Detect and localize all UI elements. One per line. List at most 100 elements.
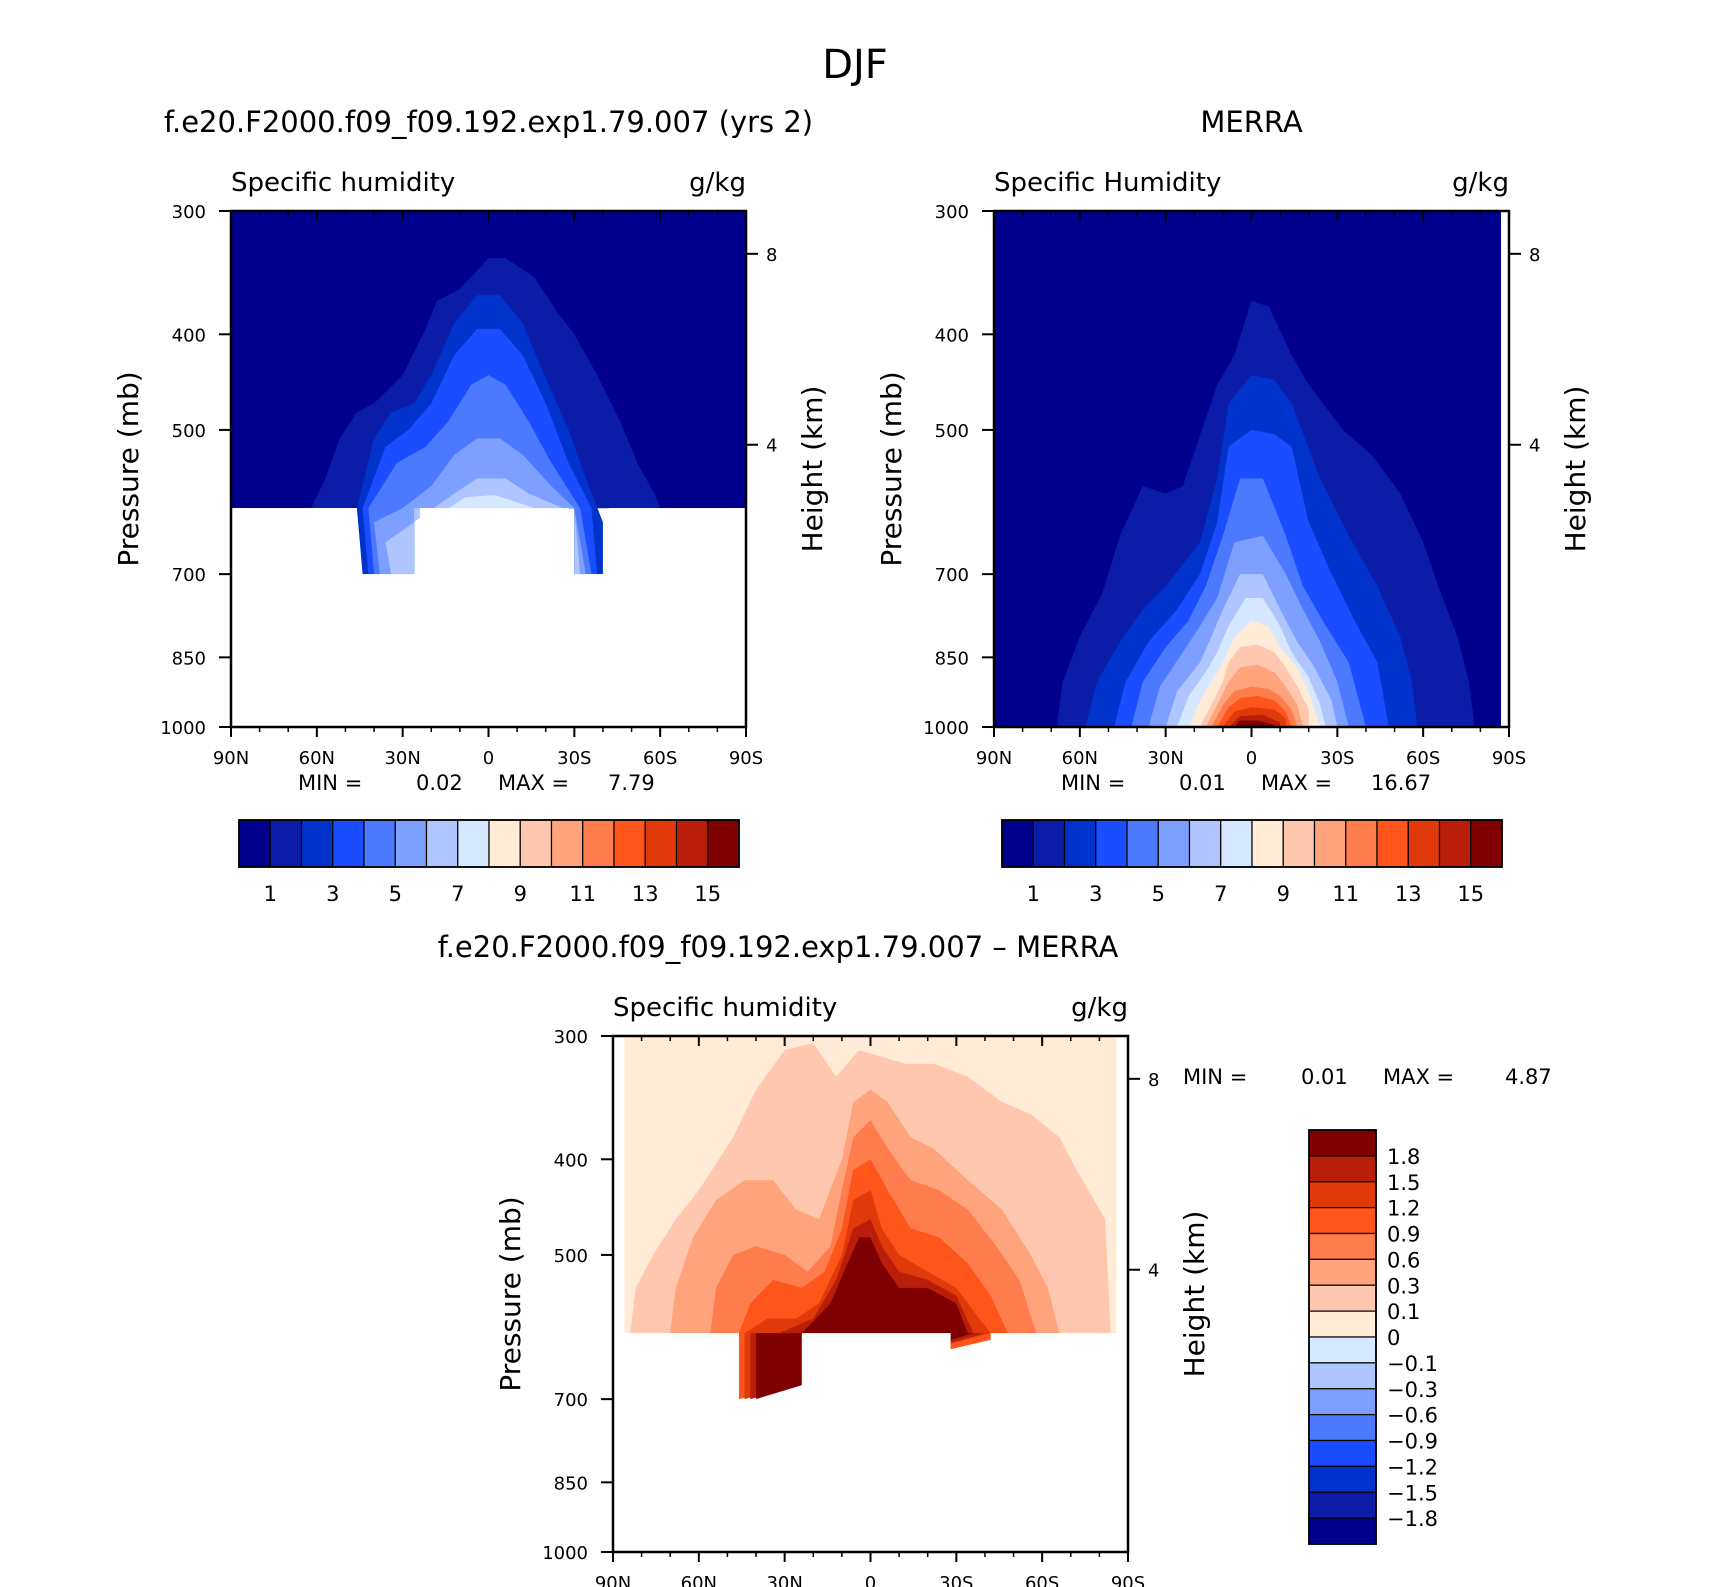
colorbar-label: 15 — [694, 882, 721, 906]
missing-data-mask — [356, 574, 609, 727]
min-value: 0.01 — [1179, 771, 1226, 795]
colorbar-label: 1.2 — [1387, 1197, 1420, 1221]
y-axis-label: Pressure (mb) — [875, 371, 908, 566]
max-label: MAX = — [1383, 1065, 1454, 1089]
colorbar-label: 0.3 — [1387, 1274, 1420, 1298]
colorbar-swatch — [1308, 1388, 1377, 1416]
x-tick-label: 60S — [1406, 748, 1440, 769]
colorbar-swatch — [1308, 1517, 1377, 1545]
colorbar-label: −1.5 — [1387, 1481, 1438, 1505]
y-tick-label: 700 — [172, 565, 206, 586]
colorbar-swatch — [1282, 819, 1316, 868]
colorbar-swatch — [1438, 819, 1472, 868]
colorbar-label: 1.5 — [1387, 1171, 1420, 1195]
colorbar-frame — [1308, 1129, 1377, 1545]
x-tick-label: 90S — [1492, 748, 1526, 769]
y-tick-label: 400 — [554, 1150, 588, 1171]
y-tick-label: 1000 — [542, 1543, 588, 1564]
height-tick-label: 4 — [1148, 1261, 1159, 1282]
colorbar-swatch — [1157, 819, 1191, 868]
colorbar-swatch — [1308, 1155, 1377, 1183]
height-tick-label: 4 — [766, 436, 777, 457]
x-tick-label: 90N — [595, 1573, 631, 1587]
max-value: 7.79 — [608, 771, 655, 795]
colorbar-swatch — [1308, 1439, 1377, 1467]
colorbar-swatch — [613, 819, 646, 868]
colorbar-swatch — [1308, 1491, 1377, 1519]
colorbar-swatch — [1308, 1336, 1377, 1364]
missing-data-mask — [608, 508, 746, 727]
y-tick-label: 850 — [935, 648, 969, 669]
contour-level-7 — [448, 495, 535, 509]
x-tick-label: 30N — [1147, 748, 1183, 769]
colorbar-label: 0 — [1387, 1326, 1400, 1350]
colorbar-swatch — [1308, 1129, 1377, 1157]
y-tick-label: 700 — [554, 1390, 588, 1411]
x-tick-label: 90N — [213, 748, 249, 769]
y-tick-label: 1000 — [923, 718, 969, 739]
height-tick-label: 4 — [1529, 436, 1540, 457]
height-axis-label: Height (km) — [796, 386, 829, 553]
colorbar-swatch — [363, 819, 396, 868]
colorbar-swatch — [1220, 819, 1253, 868]
colorbar-label: 7 — [451, 882, 464, 906]
y-tick-label: 500 — [935, 421, 969, 442]
min-label: MIN = — [1183, 1065, 1247, 1089]
missing-data-mask — [613, 1333, 739, 1552]
colorbar-swatch — [332, 819, 365, 868]
y-tick-label: 850 — [172, 648, 206, 669]
colorbar-label: 15 — [1457, 882, 1484, 906]
x-tick-label: 60N — [681, 1573, 717, 1587]
y-axis-label: Pressure (mb) — [112, 371, 145, 566]
y-tick-label: 300 — [172, 202, 206, 223]
colorbar-label: −0.6 — [1387, 1404, 1438, 1428]
y-tick-label: 1000 — [160, 718, 206, 739]
colorbar-swatch — [519, 819, 553, 868]
colorbar-label: −0.1 — [1387, 1352, 1438, 1376]
colorbar-label: −0.3 — [1387, 1378, 1438, 1402]
y-tick-label: 500 — [554, 1246, 588, 1267]
colorbar-label: 13 — [1395, 882, 1422, 906]
colorbar-swatch — [1308, 1181, 1377, 1209]
colorbar-label: 0.9 — [1387, 1223, 1420, 1247]
x-tick-label: 0 — [865, 1573, 876, 1587]
colorbar-swatch — [1308, 1232, 1377, 1260]
colorbar-label: 1 — [1027, 882, 1040, 906]
colorbar-frame — [1001, 819, 1503, 868]
x-tick-label: 0 — [483, 748, 494, 769]
colorbar-swatch — [1001, 819, 1034, 868]
variable-label: Specific Humidity — [994, 168, 1221, 198]
colorbar-label: 13 — [632, 882, 659, 906]
colorbar-label: 9 — [514, 882, 527, 906]
colorbar-label: −1.2 — [1387, 1455, 1438, 1479]
colorbar-swatch — [675, 819, 709, 868]
colorbar-swatch — [425, 819, 459, 868]
x-tick-label: 60S — [1025, 1573, 1059, 1587]
x-tick-label: 30S — [1320, 748, 1354, 769]
colorbar-swatch — [300, 819, 334, 868]
units-label: g/kg — [1452, 168, 1509, 198]
panel-title: MERRA — [1200, 105, 1302, 139]
x-tick-label: 30S — [557, 748, 591, 769]
chart-merra: 90N 60N 30N 0 30S 60S 90S 300 400 500 700 850 1000 8 4… — [875, 105, 1592, 906]
x-tick-label: 30N — [384, 748, 420, 769]
colorbar-label: 7 — [1214, 882, 1227, 906]
figure-title: DJF — [822, 42, 888, 88]
colorbar-swatch — [1376, 819, 1409, 868]
colorbar-swatch — [1308, 1465, 1377, 1493]
min-label: MIN = — [298, 771, 362, 795]
colorbar-label: 1 — [264, 882, 277, 906]
x-tick-label: 0 — [1246, 748, 1257, 769]
colorbar-swatch — [1308, 1414, 1377, 1442]
missing-data-mask — [990, 1333, 1128, 1552]
colorbar-label: 3 — [1089, 882, 1102, 906]
y-tick-label: 850 — [554, 1473, 588, 1494]
panel-title: f.e20.F2000.f09_f09.192.exp1.79.007 – ME… — [438, 930, 1119, 964]
colorbar-swatch — [1032, 819, 1066, 868]
panel-title: f.e20.F2000.f09_f09.192.exp1.79.007 (yrs… — [164, 105, 813, 139]
x-tick-label: 90S — [1111, 1573, 1145, 1587]
max-value: 4.87 — [1505, 1065, 1552, 1089]
chart-difference: 90N 60N 30N 0 30S 60S 90S 300 400 500 700 850 1000 8 4… — [438, 930, 1552, 1587]
colorbar-swatch — [238, 819, 271, 868]
